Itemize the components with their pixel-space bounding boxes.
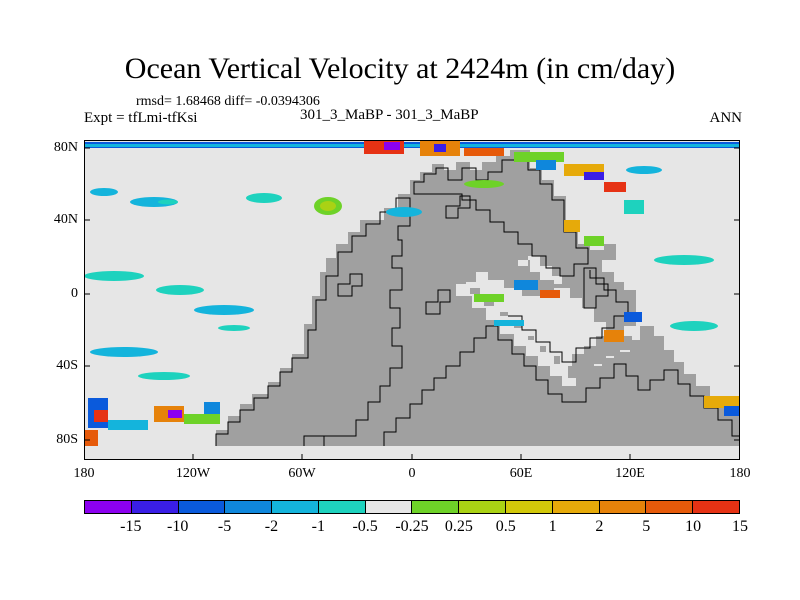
colorbar-label: 2 [595, 518, 604, 535]
x-tick-label: 60E [509, 466, 533, 481]
stats-label: rmsd= 1.68468 diff= -0.0394306 [136, 94, 320, 109]
colorbar-label: 1 [548, 518, 557, 535]
x-tick-label: 60W [288, 466, 316, 481]
continent-outlines [215, 153, 740, 446]
colorbar-label: 0.5 [495, 518, 516, 535]
colorbar-label: -15 [120, 518, 142, 535]
colorbar-label: -10 [167, 518, 189, 535]
colorbar-swatch [646, 501, 694, 513]
colorbar-swatch [552, 501, 600, 513]
colorbar [84, 500, 740, 514]
colorbar-swatch [459, 501, 507, 513]
colorbar-label: -0.25 [395, 518, 429, 535]
colorbar-swatch [225, 501, 273, 513]
x-tick-label: 120W [175, 466, 211, 481]
season-label: ANN [709, 110, 743, 126]
colorbar-label: 0.25 [444, 518, 473, 535]
y-tick-label: 40S [56, 358, 78, 373]
y-tick-label: 0 [71, 286, 78, 301]
colorbar-label: -1 [311, 518, 325, 535]
colorbar-swatch [178, 501, 226, 513]
y-tick-label: 80N [53, 140, 78, 155]
colorbar-swatch [412, 501, 460, 513]
y-tick-label: 80S [56, 432, 78, 447]
land-mass [216, 150, 740, 446]
x-tick-label: 180 [73, 466, 95, 481]
colorbar-swatch [506, 501, 553, 513]
x-tick-label: 0 [408, 466, 416, 481]
x-tick-label: 180 [729, 466, 751, 481]
cases-label: 301_3_MaBP - 301_3_MaBP [300, 107, 479, 123]
colorbar-label: 5 [642, 518, 651, 535]
tick-marks [84, 147, 740, 460]
velocity-anomalies [84, 140, 740, 446]
colorbar-swatch [131, 501, 179, 513]
colorbar-swatch [272, 501, 319, 513]
colorbar-swatch [365, 501, 413, 513]
colorbar-label: -5 [217, 518, 232, 535]
x-tick-label: 120E [615, 466, 645, 481]
map-plot [84, 140, 740, 460]
colorbar-swatch [85, 501, 132, 513]
colorbar-label: 10 [685, 518, 702, 535]
colorbar-swatch [599, 501, 647, 513]
colorbar-label: -0.5 [352, 518, 378, 535]
colorbar-swatch [318, 501, 366, 513]
colorbar-label: -2 [264, 518, 279, 535]
y-tick-label: 40N [53, 212, 78, 227]
colorbar-label: 15 [732, 518, 748, 535]
chart-title: Ocean Vertical Velocity at 2424m (in cm/… [124, 52, 676, 85]
inland-sea [466, 256, 606, 366]
experiment-label: Expt = tfLmi-tfKsi [84, 110, 198, 126]
ocean-anomaly-blobs [84, 166, 718, 380]
colorbar-swatch [693, 501, 739, 513]
